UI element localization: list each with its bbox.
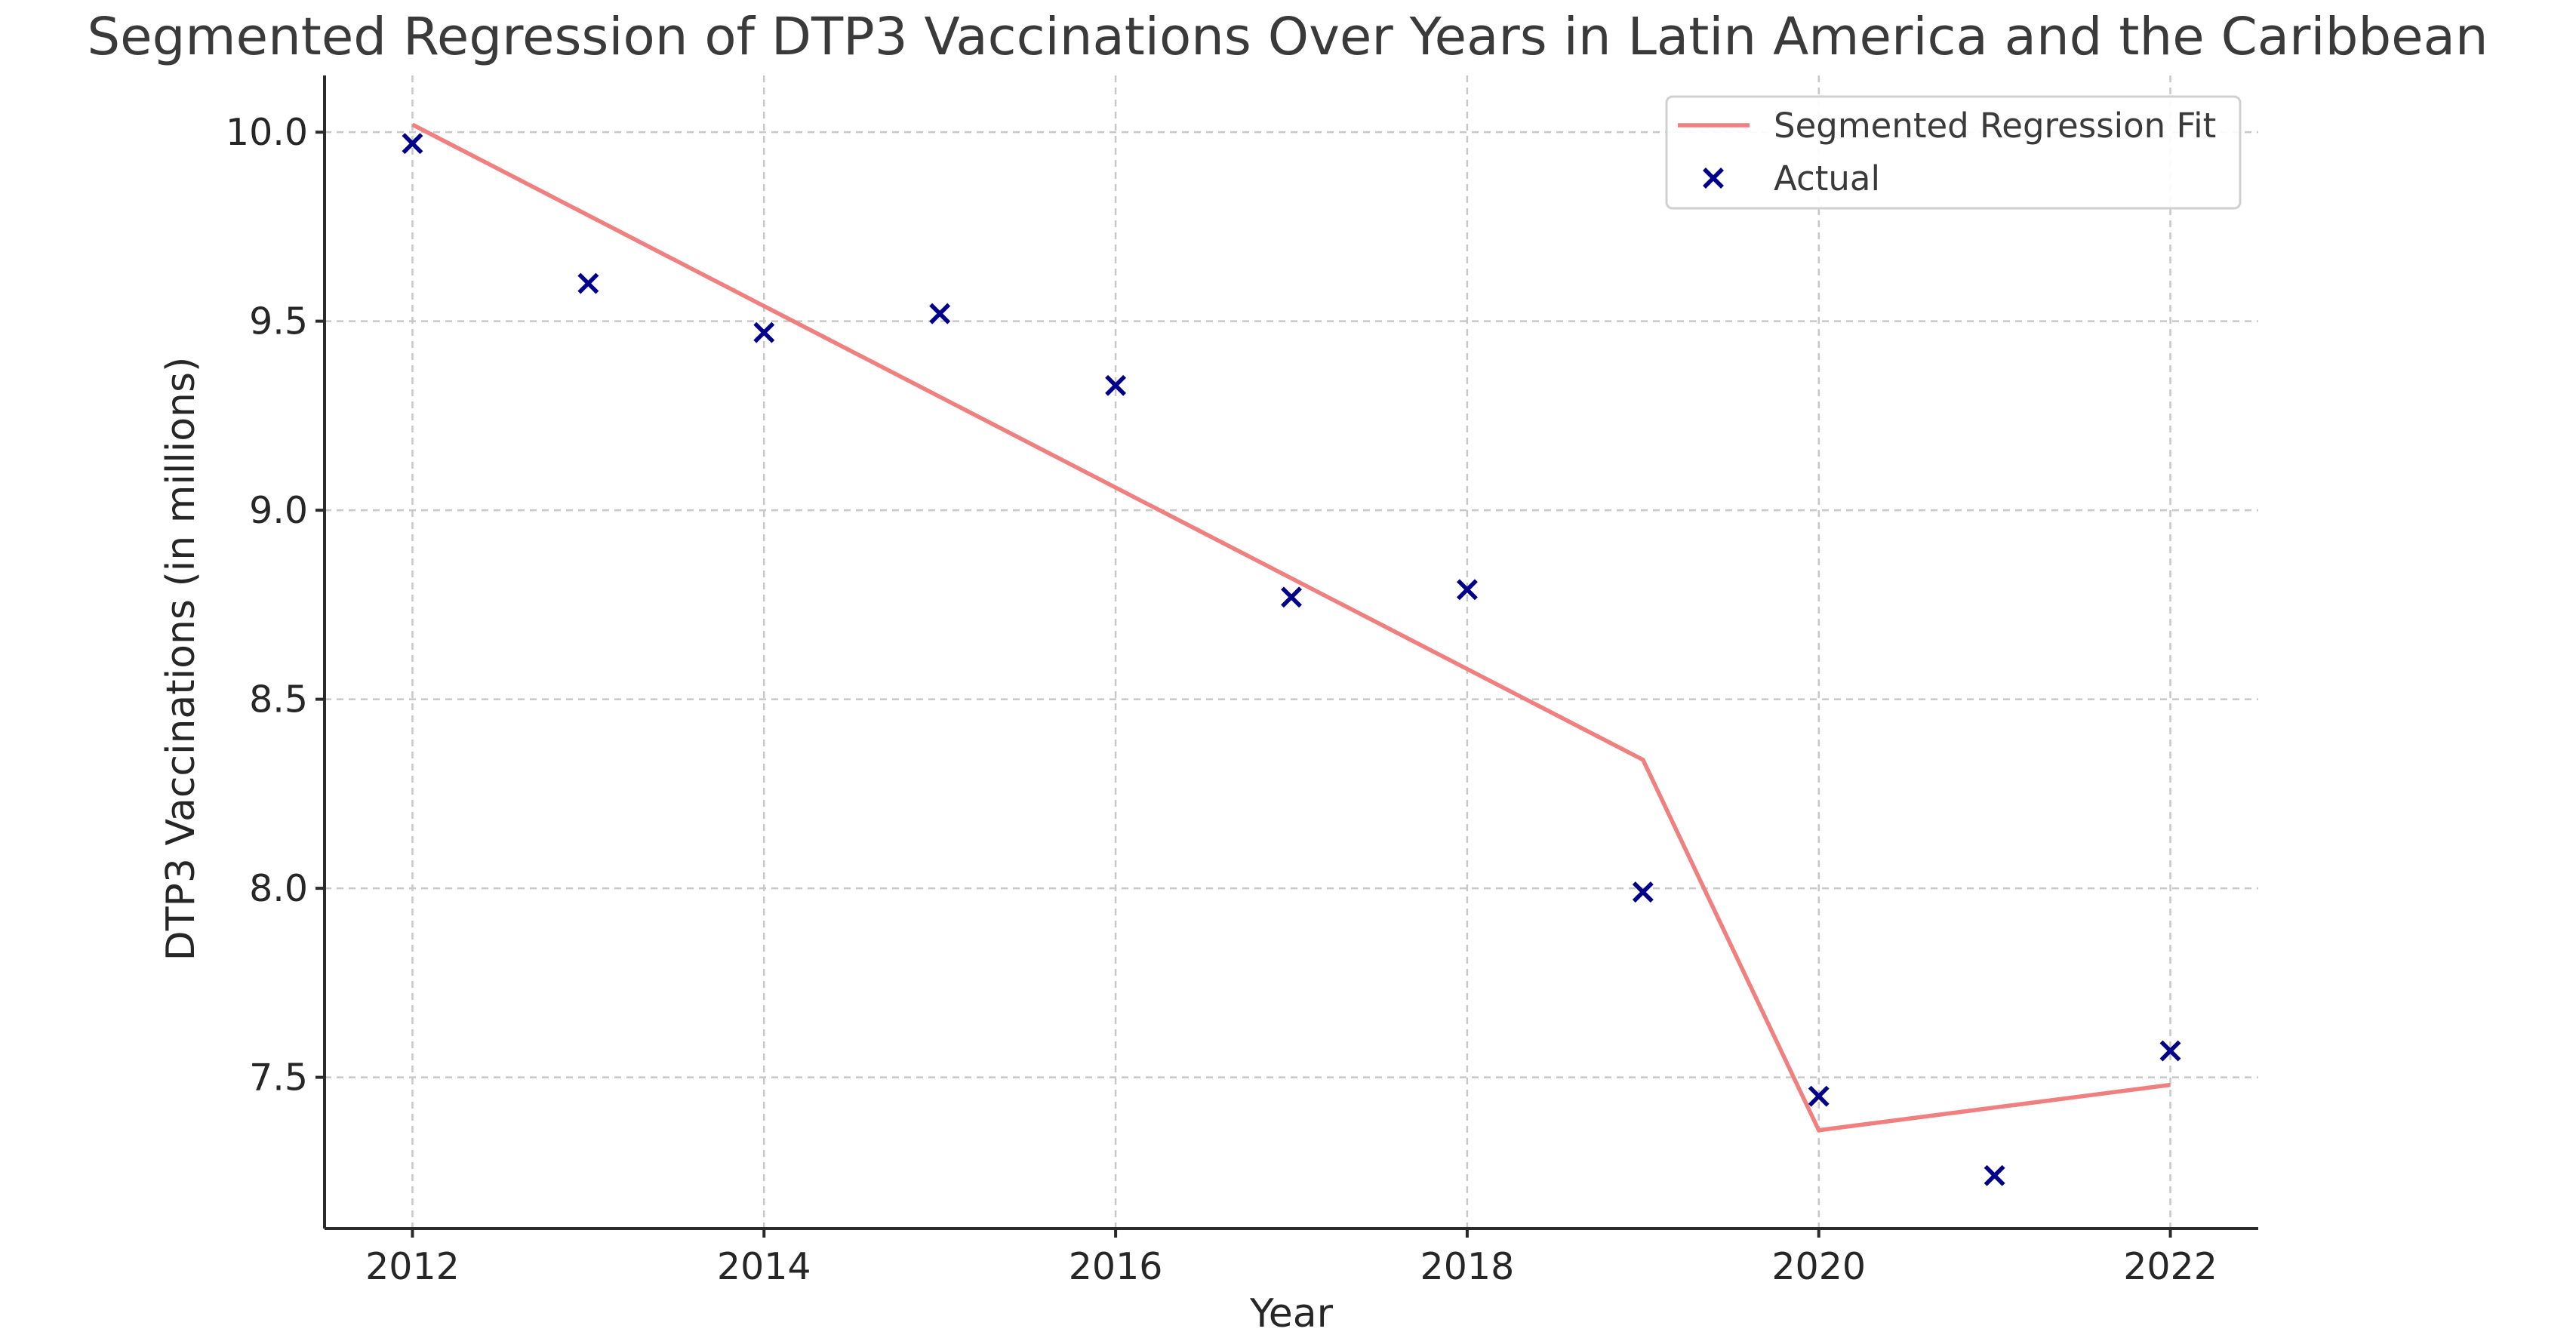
marker-stroke bbox=[929, 303, 951, 324]
legend: Segmented Regression Fit Actual bbox=[1665, 95, 2242, 210]
actual-point-marker bbox=[753, 321, 775, 343]
actual-point-marker bbox=[1808, 1085, 1830, 1107]
marker-stroke bbox=[1703, 168, 1724, 189]
legend-label: Segmented Regression Fit bbox=[1774, 106, 2216, 146]
actual-point-marker bbox=[2159, 1040, 2181, 1062]
plot-series bbox=[402, 122, 2181, 1186]
y-tick-label: 10.0 bbox=[226, 111, 308, 154]
actual-point-marker bbox=[402, 133, 423, 155]
marker-stroke bbox=[1456, 579, 1478, 601]
x-tick-label: 2016 bbox=[1069, 1245, 1163, 1288]
grid bbox=[325, 75, 2258, 1229]
marker-stroke bbox=[1984, 1164, 2005, 1186]
marker-stroke bbox=[1105, 374, 1127, 396]
axes: 2012 2014 2016 2018 2020 2022 7.5 8.0 8.5 9.0 9.5 1… bbox=[226, 75, 2258, 1288]
y-tick-label: 9.0 bbox=[249, 489, 308, 532]
actual-point-marker bbox=[929, 303, 951, 324]
x-tick-label: 2012 bbox=[365, 1245, 460, 1288]
regression-fit-line bbox=[411, 122, 2171, 1133]
legend-marker-swatch bbox=[1703, 168, 1724, 189]
x-tick-label: 2018 bbox=[1420, 1245, 1515, 1288]
actual-point-marker bbox=[1281, 586, 1302, 608]
legend-label: Actual bbox=[1774, 158, 1880, 198]
marker-stroke bbox=[402, 133, 423, 155]
x-axis-label: Year bbox=[1249, 1291, 1334, 1336]
marker-stroke bbox=[1281, 586, 1302, 608]
marker-stroke bbox=[2159, 1040, 2181, 1062]
marker-stroke bbox=[753, 321, 775, 343]
actual-point-marker bbox=[1984, 1164, 2005, 1186]
marker-stroke bbox=[1632, 881, 1654, 903]
y-tick-label: 9.5 bbox=[249, 300, 308, 343]
actual-point-marker bbox=[1456, 579, 1478, 601]
legend-frame bbox=[1665, 95, 2242, 210]
x-tick-label: 2014 bbox=[717, 1245, 811, 1288]
actual-point-marker bbox=[1632, 881, 1654, 903]
y-axis-label: DTP3 Vaccinations (in millions) bbox=[158, 357, 204, 961]
chart-title: Segmented Regression of DTP3 Vaccination… bbox=[87, 7, 2488, 67]
marker-stroke bbox=[1808, 1085, 1830, 1107]
x-tick-label: 2022 bbox=[2123, 1245, 2217, 1288]
y-tick-label: 8.5 bbox=[249, 678, 308, 721]
actual-point-marker bbox=[577, 272, 599, 294]
actual-point-marker bbox=[1105, 374, 1127, 396]
x-tick-label: 2020 bbox=[1771, 1245, 1866, 1288]
y-tick-label: 8.0 bbox=[249, 867, 308, 910]
marker-stroke bbox=[577, 272, 599, 294]
y-tick-label: 7.5 bbox=[249, 1056, 308, 1099]
